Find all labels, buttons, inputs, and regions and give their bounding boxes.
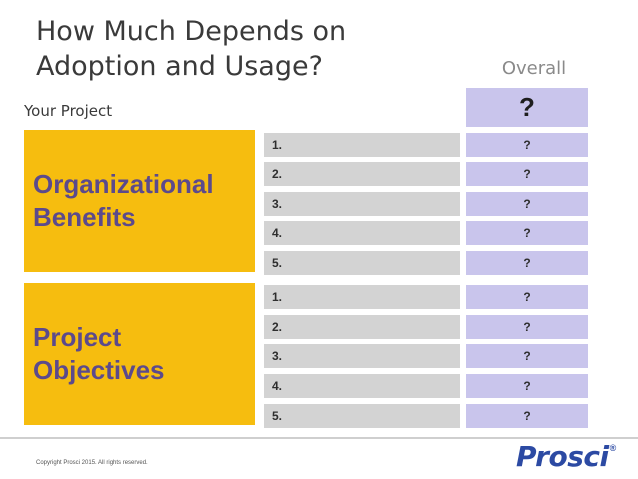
logo-text: Prosci — [516, 440, 609, 473]
row-value: ? — [466, 315, 588, 339]
row-value: ? — [466, 404, 588, 428]
row-number: 3. — [264, 192, 460, 216]
row-value: ? — [466, 192, 588, 216]
row-value: ? — [466, 162, 588, 186]
copyright-text: Copyright Prosci 2015. All rights reserv… — [36, 460, 148, 466]
registered-mark: ® — [609, 443, 617, 453]
row-number: 1. — [264, 133, 460, 157]
overall-column-label: Overall — [501, 58, 567, 79]
row-number: 4. — [264, 374, 460, 398]
row-value: ? — [466, 374, 588, 398]
row-value: ? — [466, 344, 588, 368]
your-project-label: Your Project — [24, 102, 113, 120]
row-value: ? — [466, 285, 588, 309]
footer-divider — [0, 437, 638, 439]
row-number: 2. — [264, 162, 460, 186]
row-number: 5. — [264, 404, 460, 428]
row-number: 2. — [264, 315, 460, 339]
slide-title: How Much Depends on Adoption and Usage? — [36, 16, 347, 82]
row-number: 3. — [264, 344, 460, 368]
project-objectives-block: Project Objectives — [24, 283, 255, 425]
row-value: ? — [466, 221, 588, 245]
row-value: ? — [466, 251, 588, 275]
prosci-logo: Prosci ® — [516, 440, 616, 476]
row-number: 1. — [264, 285, 460, 309]
organizational-benefits-block: Organizational Benefits — [24, 130, 255, 272]
overall-value-box: ? — [466, 88, 588, 127]
row-number: 4. — [264, 221, 460, 245]
row-number: 5. — [264, 251, 460, 275]
row-value: ? — [466, 133, 588, 157]
